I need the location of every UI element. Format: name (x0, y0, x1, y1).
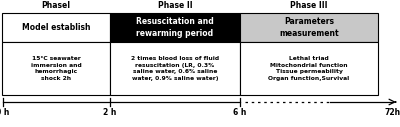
Bar (2, 42, 110, 95)
Bar (110, 42, 240, 95)
Text: PhaseI: PhaseI (42, 1, 70, 10)
Text: 2 h: 2 h (103, 108, 117, 117)
Text: Resuscitation and
rewarming period: Resuscitation and rewarming period (136, 17, 214, 38)
Bar (2, 13, 110, 42)
Bar (240, 42, 378, 95)
Bar (240, 13, 378, 42)
Bar (110, 13, 240, 42)
Text: Model establish: Model establish (22, 23, 90, 32)
Text: 6 h: 6 h (233, 108, 247, 117)
Text: 15°C seawater
immersion and
hemorrhagic
shock 2h: 15°C seawater immersion and hemorrhagic … (31, 56, 81, 81)
Text: Lethal triad
Mitochondrial function
Tissue permeability
Organ function,Survival: Lethal triad Mitochondrial function Tiss… (268, 56, 350, 81)
Text: 2 times blood loss of fluid
resuscitation (LR, 0.3%
saline water, 0.6% saline
wa: 2 times blood loss of fluid resuscitatio… (131, 56, 219, 81)
Text: Phase II: Phase II (158, 1, 192, 10)
Text: Phase III: Phase III (290, 1, 328, 10)
Text: 72h: 72h (385, 108, 400, 117)
Text: 0 h: 0 h (0, 108, 10, 117)
Text: Parameters
measurement: Parameters measurement (279, 17, 339, 38)
